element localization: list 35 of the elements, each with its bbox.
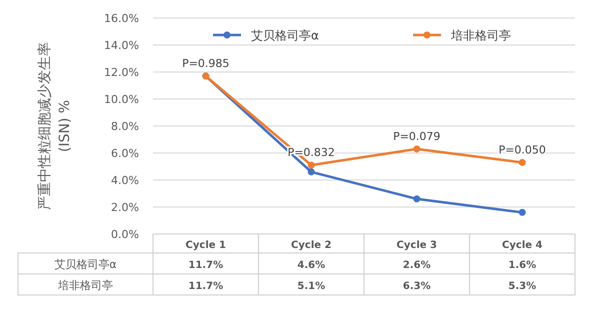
y-tick-label: 0.0% (111, 228, 139, 241)
y-tick-label: 6.0% (111, 147, 139, 160)
y-tick-label: 16.0% (104, 12, 139, 25)
point (308, 162, 315, 169)
annotation: P=0.050 (498, 143, 546, 156)
text: 培非格司亭 (58, 279, 113, 292)
data-label: 2.6% (402, 260, 431, 271)
legend-label: 培非格司亭 (450, 28, 511, 42)
y-tick-label: 8.0% (111, 120, 139, 133)
y-tick-label: 12.0% (104, 66, 139, 79)
y-tick-label: 14.0% (104, 39, 139, 52)
text: 艾贝格司亭α (54, 258, 117, 271)
point (518, 158, 526, 166)
data-label: 1.6% (508, 260, 536, 271)
point (413, 145, 420, 152)
annotation: P=0.985 (182, 57, 230, 70)
data-label: 5.3% (508, 281, 536, 292)
y-tick-label: 10.0% (104, 93, 139, 106)
annotation: P=0.079 (393, 130, 440, 143)
data-label: 11.7% (188, 260, 224, 271)
y-tick-label: 2.0% (111, 201, 139, 214)
x-tick-label: Cycle 4 (502, 240, 543, 251)
x-tick-label: Cycle 1 (186, 240, 226, 251)
point (413, 195, 420, 202)
data-label: 6.3% (402, 281, 431, 292)
data-label: 4.6% (297, 260, 326, 271)
x-tick-label: Cycle 2 (291, 240, 332, 251)
legend-label: 艾贝格司亭α (251, 28, 319, 42)
point (518, 208, 526, 216)
point (308, 168, 315, 176)
y-axis-title: 严重中性粒细胞减少发生率 (ISN) % (37, 42, 73, 210)
data-label: 11.7% (188, 281, 224, 292)
x-tick-label: Cycle 3 (396, 240, 438, 251)
y-tick-label: 4.0% (111, 174, 139, 187)
data-label: 5.1% (297, 281, 326, 292)
